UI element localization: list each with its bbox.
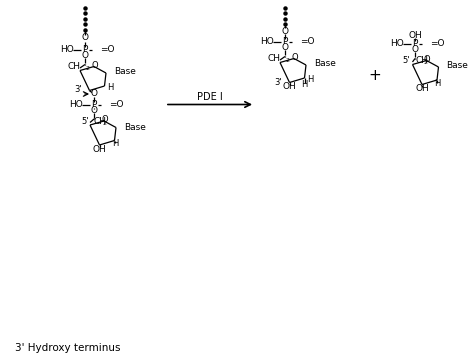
Text: 5': 5' <box>81 117 89 126</box>
Text: P: P <box>91 100 97 109</box>
Text: O: O <box>91 90 97 99</box>
Text: 2: 2 <box>285 58 290 63</box>
Text: O: O <box>282 27 289 36</box>
Text: P: P <box>82 45 88 54</box>
Text: HO: HO <box>69 100 83 109</box>
Text: CH: CH <box>415 56 428 65</box>
Text: H: H <box>307 75 313 84</box>
Text: 5': 5' <box>402 56 410 65</box>
Text: O: O <box>292 53 298 62</box>
Text: HO: HO <box>60 45 74 54</box>
Text: HO: HO <box>390 40 404 49</box>
Text: Base: Base <box>124 123 146 132</box>
Text: CH: CH <box>94 117 107 126</box>
Text: OH: OH <box>408 31 422 40</box>
Text: 2: 2 <box>103 121 107 126</box>
Text: H: H <box>301 80 307 89</box>
Text: Base: Base <box>314 59 336 68</box>
Text: =O: =O <box>109 100 124 109</box>
Text: OH: OH <box>282 82 296 91</box>
Text: PDE I: PDE I <box>197 92 223 102</box>
Text: CH: CH <box>268 54 281 63</box>
Text: O: O <box>92 60 98 69</box>
Text: 3' Hydroxy terminus: 3' Hydroxy terminus <box>15 343 120 353</box>
Text: O: O <box>282 44 289 53</box>
Text: 2: 2 <box>86 67 89 72</box>
Text: 2: 2 <box>424 60 428 66</box>
Text: H: H <box>434 80 441 89</box>
Text: 3': 3' <box>74 85 81 94</box>
Text: CH: CH <box>68 62 81 71</box>
Text: Base: Base <box>446 62 468 71</box>
Text: HO: HO <box>260 37 274 46</box>
Text: 3': 3' <box>274 78 282 87</box>
Text: P: P <box>282 37 288 46</box>
Text: Base: Base <box>114 67 136 76</box>
Text: O: O <box>423 54 431 63</box>
Text: O: O <box>81 33 88 42</box>
Text: O: O <box>91 106 97 115</box>
Text: =O: =O <box>100 45 115 54</box>
Text: P: P <box>412 40 418 49</box>
Text: +: + <box>368 68 381 82</box>
Text: OH: OH <box>93 144 106 153</box>
Text: OH: OH <box>415 84 429 93</box>
Text: H: H <box>107 82 113 91</box>
Text: O: O <box>81 51 88 60</box>
Text: O: O <box>101 115 108 124</box>
Text: =O: =O <box>300 37 314 46</box>
Text: H: H <box>112 139 119 148</box>
Text: O: O <box>412 45 418 54</box>
Text: =O: =O <box>430 40 445 49</box>
